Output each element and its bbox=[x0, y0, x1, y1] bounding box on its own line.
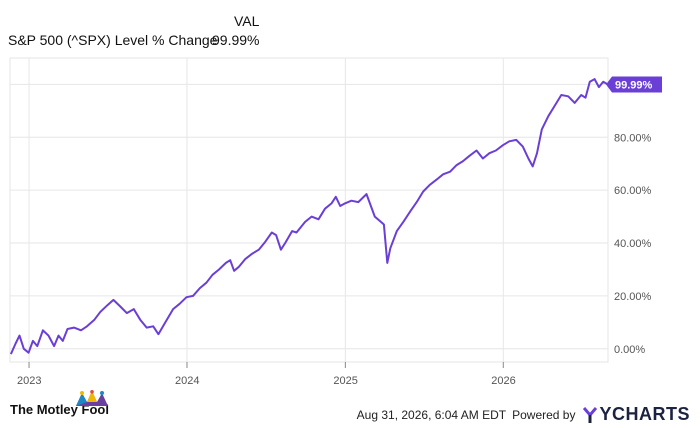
x-tick-label: 2024 bbox=[175, 375, 199, 387]
y-tick-label: 0.00% bbox=[614, 344, 645, 356]
ycharts-logo: YCHARTS bbox=[583, 404, 690, 425]
plot-area bbox=[9, 57, 609, 363]
ycharts-mark-icon bbox=[583, 406, 598, 423]
x-tick-label: 2026 bbox=[491, 375, 515, 387]
series-layer bbox=[9, 78, 609, 355]
y-tick-label: 20.00% bbox=[614, 291, 652, 303]
ycharts-logo-text: YCHARTS bbox=[599, 404, 690, 424]
y-tick-label: 60.00% bbox=[614, 185, 652, 197]
end-label-layer: 99.99% bbox=[606, 76, 662, 93]
timestamp-text: Aug 31, 2026, 6:04 AM EDT bbox=[356, 407, 507, 422]
grid-layer bbox=[9, 57, 609, 368]
legend-column-label: VAL bbox=[234, 13, 260, 29]
end-value-label: 99.99% bbox=[615, 79, 653, 91]
tick-layer: 0.00% 20.00% 40.00% 60.00% 80.00% 2023 2024 202… bbox=[17, 132, 651, 387]
footer-attribution: Aug 31, 2026, 6:04 AM EDT Powered by YCH… bbox=[357, 404, 690, 425]
legend-series-value: 99.99% bbox=[212, 32, 260, 48]
motley-fool-logo: The Motley Fool bbox=[10, 390, 109, 417]
end-value-badge bbox=[606, 76, 662, 93]
y-tick-label: 40.00% bbox=[614, 238, 652, 250]
legend-header: VAL S&P 500 (^SPX) Level % Change 99.99% bbox=[0, 0, 300, 50]
x-tick-label: 2025 bbox=[333, 375, 357, 387]
y-tick-label: 80.00% bbox=[614, 132, 652, 144]
x-tick-label: 2023 bbox=[17, 375, 41, 387]
powered-by-text: Powered by bbox=[512, 407, 576, 422]
legend-series-label: S&P 500 (^SPX) Level % Change bbox=[8, 32, 218, 48]
jester-hat-icon bbox=[76, 390, 108, 406]
series-line bbox=[9, 78, 609, 355]
